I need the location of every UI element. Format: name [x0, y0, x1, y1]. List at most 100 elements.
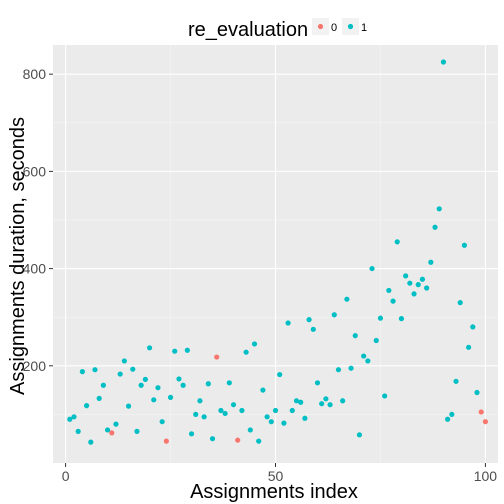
data-point	[142, 376, 148, 382]
data-point	[96, 395, 102, 401]
data-point	[104, 427, 111, 433]
data-point	[180, 382, 186, 388]
data-point	[314, 380, 321, 386]
data-point	[319, 401, 325, 407]
data-point	[436, 206, 442, 212]
legend-title: re_evaluation	[188, 19, 308, 41]
data-point	[163, 438, 169, 444]
data-point	[331, 312, 337, 318]
data-point	[390, 298, 396, 304]
data-point	[386, 287, 392, 294]
y-tick-label: 200	[23, 358, 47, 374]
data-point	[100, 382, 106, 388]
data-point	[356, 432, 363, 438]
data-point	[461, 242, 468, 248]
series-1	[67, 59, 480, 445]
data-point	[188, 431, 195, 437]
axes: 0 50 100 200 400 600 800	[23, 66, 498, 484]
data-point	[432, 224, 438, 230]
data-point	[306, 317, 312, 323]
data-point	[281, 420, 287, 426]
legend-label: 0	[331, 22, 337, 34]
data-point	[201, 414, 207, 420]
data-point	[230, 402, 237, 408]
data-point	[92, 367, 98, 373]
data-point	[285, 320, 291, 326]
data-point	[449, 411, 455, 417]
data-point	[298, 399, 304, 405]
data-point	[155, 385, 161, 391]
data-point	[403, 273, 409, 279]
y-tick-label: 800	[23, 66, 47, 82]
data-point	[419, 276, 426, 282]
data-point	[260, 387, 266, 393]
data-point	[365, 358, 371, 364]
x-tick-label: 0	[62, 468, 70, 484]
x-tick-label: 50	[268, 468, 284, 484]
data-point	[130, 366, 136, 372]
data-point	[121, 358, 127, 364]
data-point	[209, 436, 216, 442]
data-point	[235, 437, 241, 443]
data-point	[172, 348, 178, 354]
data-point	[407, 280, 413, 286]
data-point	[466, 344, 472, 350]
data-point	[113, 421, 119, 427]
data-point	[424, 285, 430, 291]
data-point	[125, 403, 132, 409]
legend-key-point	[347, 23, 354, 30]
data-point	[134, 428, 140, 435]
data-point	[327, 402, 333, 408]
data-point	[184, 347, 190, 353]
data-point	[394, 239, 400, 245]
legend-entry-0: 0	[312, 18, 337, 35]
data-point	[205, 381, 211, 387]
data-point	[348, 365, 354, 371]
data-points	[67, 59, 489, 445]
data-point	[340, 398, 346, 404]
data-point	[310, 326, 316, 332]
data-point	[222, 410, 228, 417]
data-point	[457, 300, 463, 306]
data-point	[453, 378, 459, 384]
data-point	[377, 315, 384, 321]
y-tick-label: 400	[23, 261, 47, 277]
series-0	[109, 354, 489, 444]
data-point	[373, 337, 379, 344]
data-point	[482, 419, 489, 425]
data-point	[478, 409, 484, 415]
data-point	[75, 428, 81, 435]
data-point	[109, 430, 115, 436]
data-point	[474, 389, 480, 396]
data-point	[243, 349, 249, 355]
data-point	[428, 259, 434, 265]
data-point	[88, 439, 94, 445]
data-point	[272, 407, 279, 414]
data-point	[398, 316, 405, 322]
data-point	[193, 411, 199, 417]
data-point	[382, 393, 388, 399]
data-point	[146, 345, 153, 351]
data-point	[197, 398, 203, 404]
data-point	[159, 419, 165, 425]
data-point	[293, 398, 300, 404]
data-point	[138, 382, 144, 388]
data-point	[264, 414, 270, 420]
data-point	[335, 367, 342, 373]
data-point	[411, 291, 417, 297]
data-point	[167, 394, 174, 400]
data-point	[268, 419, 274, 425]
x-tick-label: 100	[474, 468, 498, 484]
data-point	[151, 397, 157, 403]
data-point	[218, 407, 224, 414]
data-point	[79, 369, 85, 375]
data-point	[445, 416, 451, 422]
x-axis-title: Assignments index	[190, 481, 358, 503]
legend-key-point	[317, 23, 324, 30]
data-point	[226, 380, 232, 386]
data-point	[83, 403, 90, 409]
data-point	[239, 407, 245, 414]
data-point	[361, 353, 367, 359]
